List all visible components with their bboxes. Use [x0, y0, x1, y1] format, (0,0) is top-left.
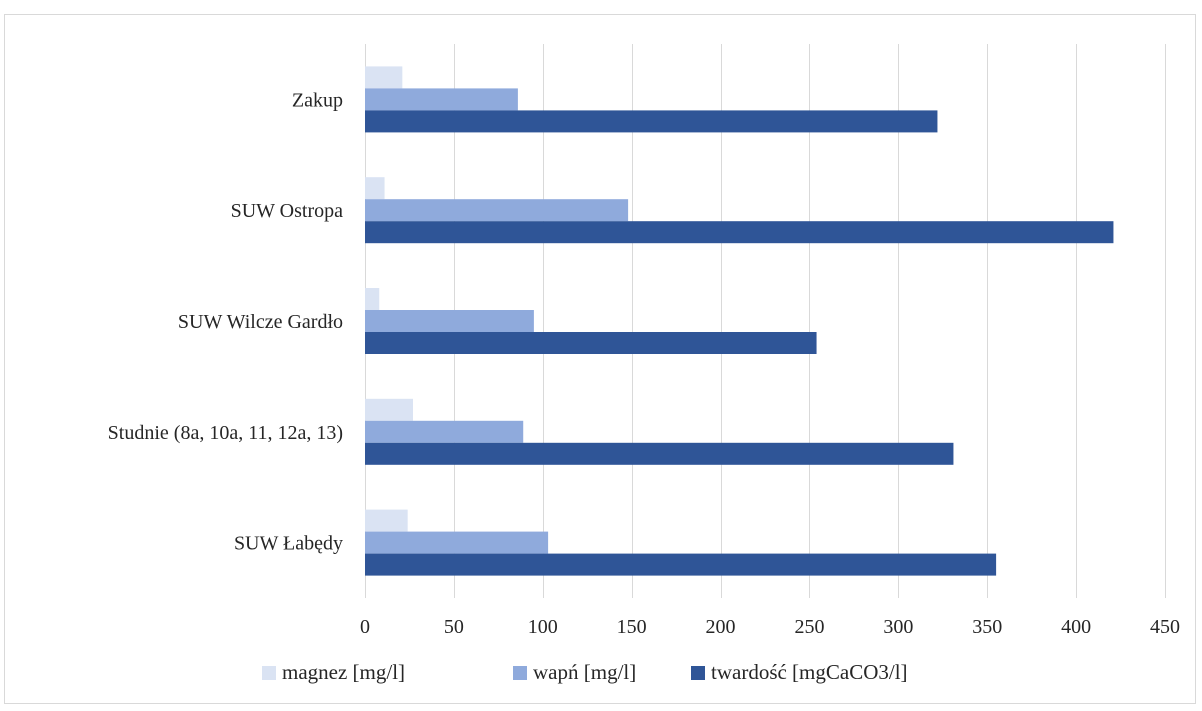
x-tick-label: 50 [444, 616, 464, 638]
x-tick-label: 400 [1061, 616, 1091, 638]
x-tick-labels: 0 50 100 150 200 250 300 350 400 450 [360, 616, 1180, 638]
x-tick-label: 200 [706, 616, 736, 638]
bar-twardosc-1 [365, 442, 954, 465]
bar-magnez-0 [365, 509, 408, 532]
legend-swatch [513, 666, 527, 680]
legend-label: wapń [mg/l] [533, 660, 636, 684]
category-label: SUW Ostropa [231, 200, 344, 222]
legend-item: wapń [mg/l] [513, 660, 636, 684]
x-tick-label: 350 [972, 616, 1002, 638]
legend-swatch [262, 666, 276, 680]
bar-magnez-3 [365, 177, 385, 200]
x-tick-label: 100 [528, 616, 558, 638]
bar-wapn-0 [365, 531, 549, 554]
legend-item: twardość [mgCaCO3/l] [691, 660, 908, 684]
bar-wapn-3 [365, 199, 629, 222]
bar-magnez-1 [365, 398, 413, 421]
category-label: Zakup [292, 89, 343, 111]
x-tick-label: 450 [1150, 616, 1180, 638]
category-label: SUW Wilcze Gardło [178, 311, 343, 333]
x-tick-label: 150 [617, 616, 647, 638]
category-label: SUW Łabędy [234, 533, 343, 555]
gridlines [365, 44, 1166, 598]
legend-item: magnez [mg/l] [262, 660, 405, 684]
bar-twardosc-4 [365, 110, 938, 133]
bar-twardosc-2 [365, 332, 817, 354]
x-tick-label: 0 [360, 616, 370, 638]
bar-wapn-1 [365, 420, 524, 443]
bar-wapn-2 [365, 310, 534, 332]
bars [365, 66, 1114, 576]
bar-wapn-4 [365, 88, 518, 111]
legend: magnez [mg/l] wapń [mg/l] twardość [mgCaCO… [262, 660, 908, 684]
x-tick-label: 300 [883, 616, 913, 638]
bar-twardosc-3 [365, 221, 1114, 244]
bar-magnez-2 [365, 288, 380, 310]
x-tick-label: 250 [794, 616, 824, 638]
bar-magnez-4 [365, 66, 403, 89]
category-label: Studnie (8a, 10a, 11, 12a, 13) [108, 422, 343, 444]
legend-label: twardość [mgCaCO3/l] [711, 660, 908, 684]
category-labels: SUW Łabędy Studnie (8a, 10a, 11, 12a, 13)… [108, 89, 343, 554]
legend-swatch [691, 666, 705, 680]
legend-label: magnez [mg/l] [282, 660, 405, 684]
bar-twardosc-0 [365, 553, 997, 576]
